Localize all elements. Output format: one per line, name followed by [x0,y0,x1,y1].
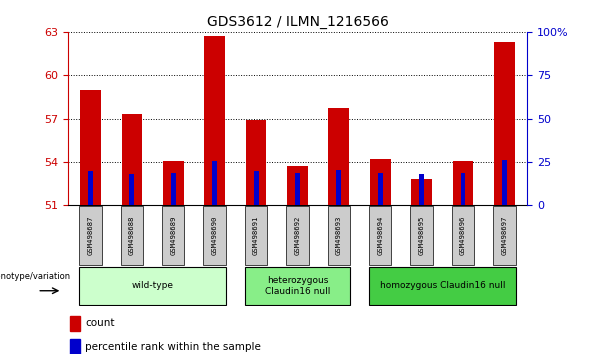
Bar [80,90,101,205]
Bar [502,160,507,205]
Text: homozygous Claudin16 null: homozygous Claudin16 null [379,281,505,290]
Bar [411,206,433,265]
Bar [163,160,184,205]
Bar [336,170,341,205]
Bar [171,173,176,205]
Bar [378,173,383,205]
Bar [212,160,217,205]
Bar [452,206,474,265]
Title: GDS3612 / ILMN_1216566: GDS3612 / ILMN_1216566 [207,16,388,29]
Text: GSM498693: GSM498693 [336,216,342,255]
Bar [203,206,226,265]
Bar [461,173,465,205]
Text: GSM498692: GSM498692 [294,216,300,255]
Text: wild-type: wild-type [131,281,174,290]
Text: GSM498687: GSM498687 [88,216,94,255]
Text: heterozygous
Claudin16 null: heterozygous Claudin16 null [265,276,330,296]
Text: GSM498691: GSM498691 [253,216,259,255]
Bar [494,42,515,205]
Text: count: count [85,318,115,328]
Bar [254,171,259,205]
Bar [493,206,515,265]
Text: GSM498689: GSM498689 [170,216,176,255]
Bar [419,174,424,205]
Bar [204,36,225,205]
Bar [70,316,80,331]
Bar [80,267,226,304]
Bar [80,206,102,265]
Bar [130,173,134,205]
Bar [162,206,184,265]
Bar [370,159,391,205]
Text: GSM498696: GSM498696 [460,216,466,255]
Bar [369,267,515,304]
Bar [88,171,93,205]
Bar [70,339,80,354]
Text: GSM498697: GSM498697 [501,216,507,255]
Text: GSM498690: GSM498690 [211,216,218,255]
Text: GSM498694: GSM498694 [377,216,383,255]
Bar [246,120,266,205]
Bar [329,108,349,205]
Bar [286,206,309,265]
Bar [287,166,308,205]
Bar [453,160,474,205]
Bar [245,206,267,265]
Text: GSM498688: GSM498688 [129,216,135,255]
Bar [121,114,142,205]
Bar [369,206,392,265]
Bar [245,267,350,304]
Bar [411,179,432,205]
Text: GSM498695: GSM498695 [419,216,425,255]
Text: genotype/variation: genotype/variation [0,272,71,281]
Text: percentile rank within the sample: percentile rank within the sample [85,342,262,352]
Bar [327,206,350,265]
Bar [121,206,143,265]
Bar [295,173,300,205]
